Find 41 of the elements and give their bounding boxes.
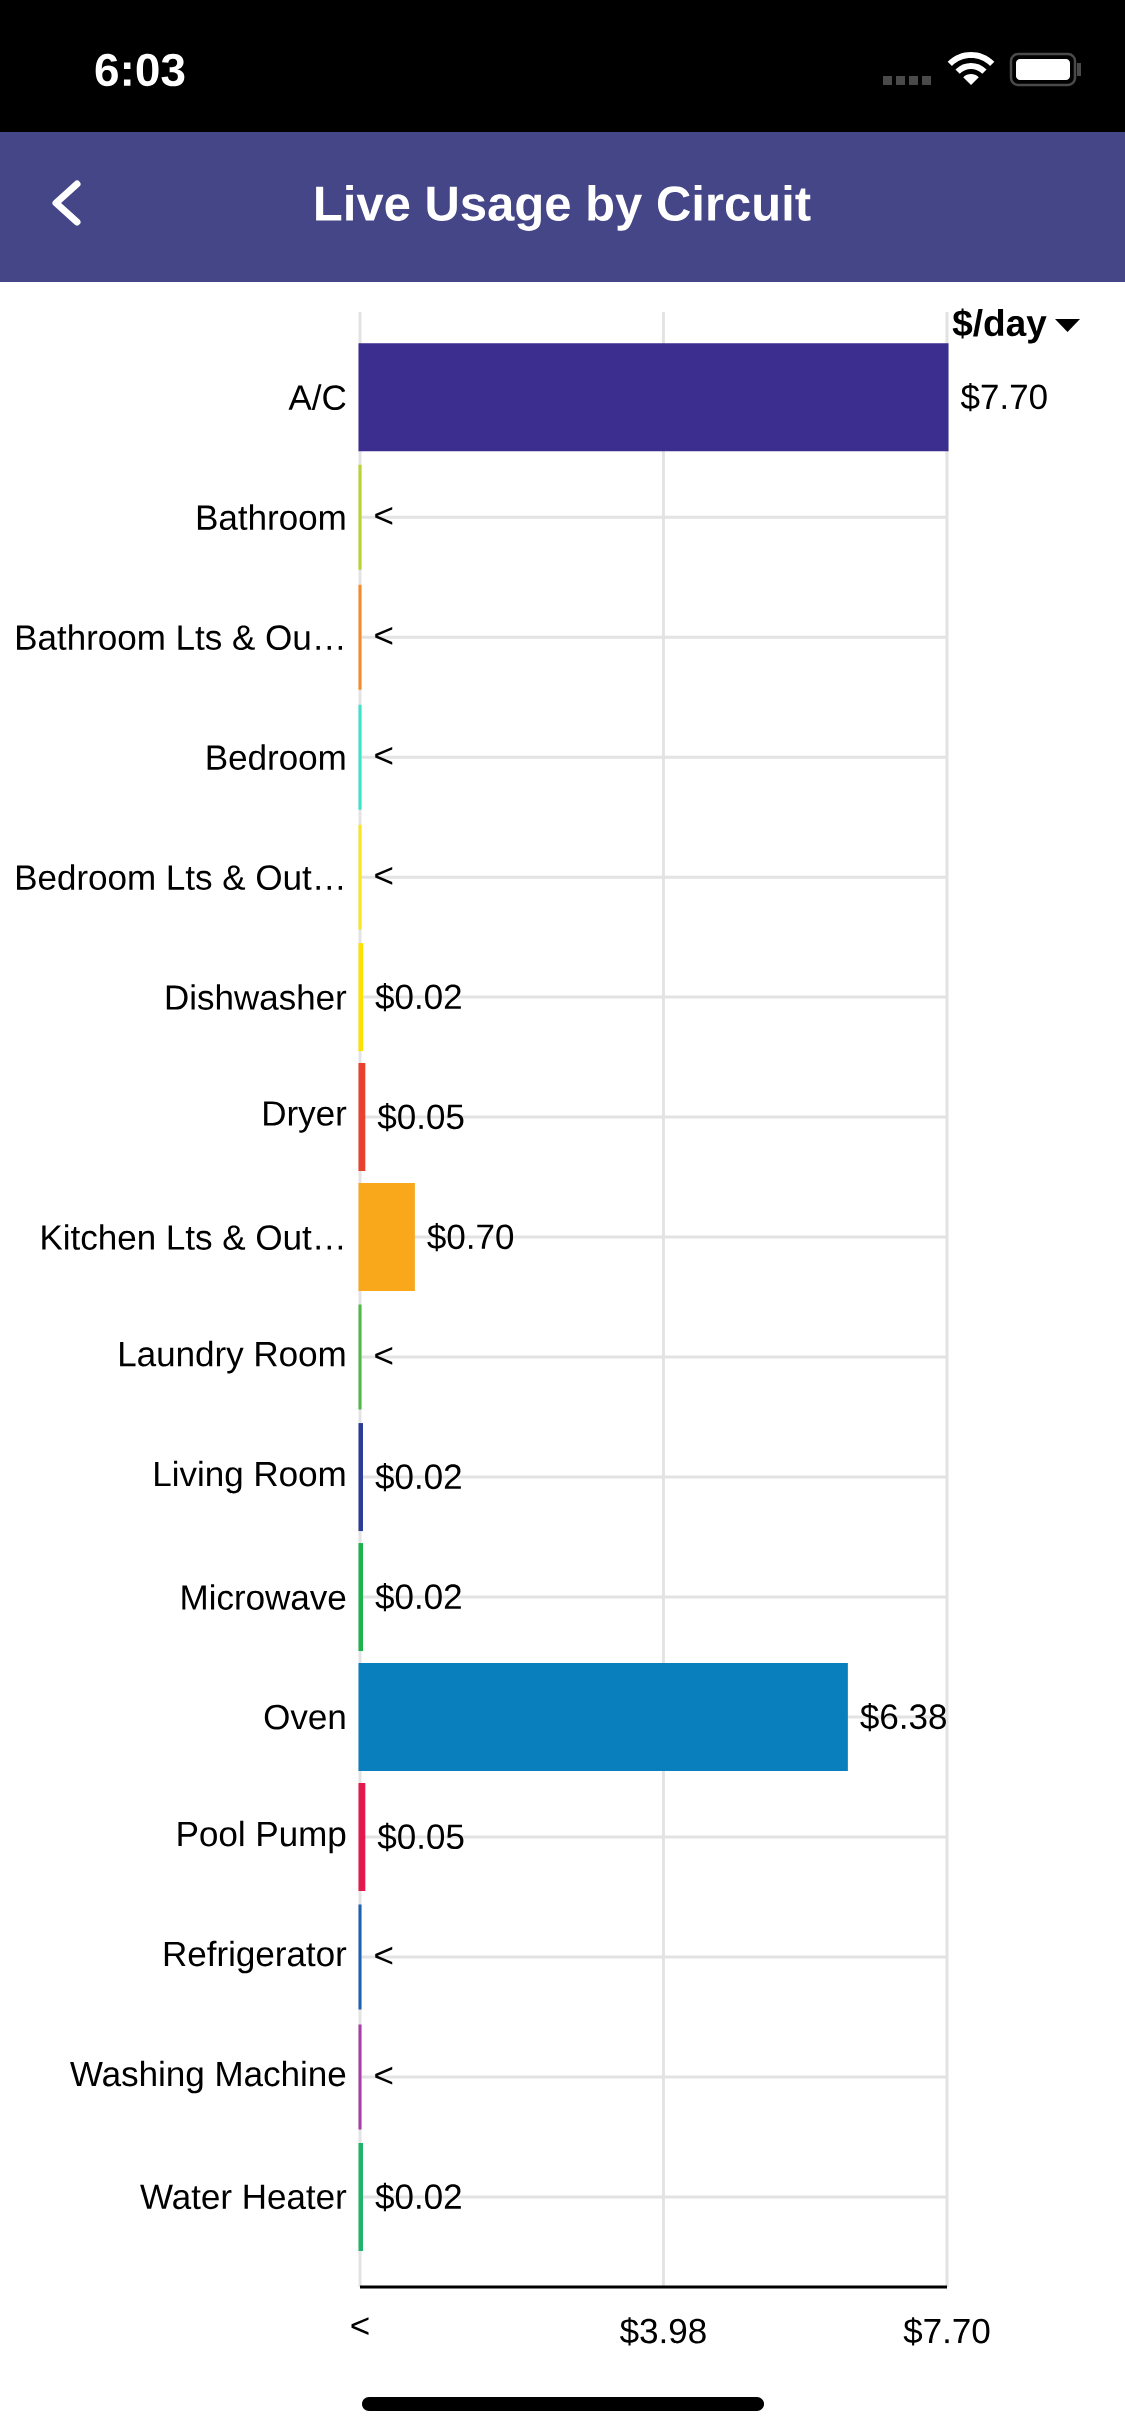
data-label: $7.70 — [960, 383, 1047, 412]
data-label: < — [375, 746, 393, 765]
y-tick-label: Laundry Room — [120, 1340, 345, 1374]
y-tick-label: Bathroom — [197, 504, 345, 531]
bar — [358, 343, 949, 452]
y-tick-label: Bathroom Lts & Ou… — [17, 624, 343, 650]
data-label: $0.02 — [375, 1582, 461, 1612]
y-tick-label: Refrigerator — [164, 1940, 347, 1974]
y-tick-label: Microwave — [182, 1584, 346, 1610]
data-label: < — [375, 866, 393, 885]
data-label: < — [375, 1346, 393, 1365]
data-label: < — [375, 626, 393, 645]
y-tick-label: Kitchen Lts & Out… — [42, 1224, 343, 1250]
chart-title: Live Usage by Circuit — [316, 185, 811, 231]
x-tick-label: < — [351, 2317, 369, 2335]
x-tick-label: $7.70 — [903, 2317, 990, 2346]
y-tick-label: A/C — [288, 384, 346, 411]
data-label: $0.02 — [375, 982, 461, 1012]
data-label: < — [375, 1946, 393, 1965]
text: 6:03 — [95, 53, 185, 87]
data-label: $0.02 — [375, 1462, 461, 1492]
x-axis-title: $/day — [952, 308, 1047, 344]
data-label: $6.38 — [860, 1702, 946, 1732]
y-tick-label: Washing Machine — [70, 2060, 346, 2094]
data-label: < — [375, 2066, 393, 2085]
y-tick-label: Oven — [264, 1704, 345, 1730]
y-tick-label: Bedroom — [207, 744, 345, 770]
data-label: < — [375, 506, 393, 525]
y-tick-label: Bedroom Lts & Out… — [17, 864, 343, 890]
bar — [358, 1183, 415, 1292]
y-tick-label: Living Room — [155, 1460, 345, 1494]
y-tick-label: Dryer — [264, 1101, 347, 1133]
data-label: $0.70 — [427, 1222, 514, 1252]
y-tick-label: Water Heater — [140, 2184, 347, 2210]
data-label: $0.05 — [377, 1822, 464, 1852]
bar — [358, 1663, 848, 1772]
y-tick-label: Pool Pump — [178, 1820, 346, 1854]
data-label: $0.02 — [375, 2182, 461, 2212]
data-label: $0.05 — [377, 1102, 464, 1132]
x-tick-label: $3.98 — [619, 2317, 706, 2346]
y-tick-label: Dishwasher — [166, 984, 347, 1010]
